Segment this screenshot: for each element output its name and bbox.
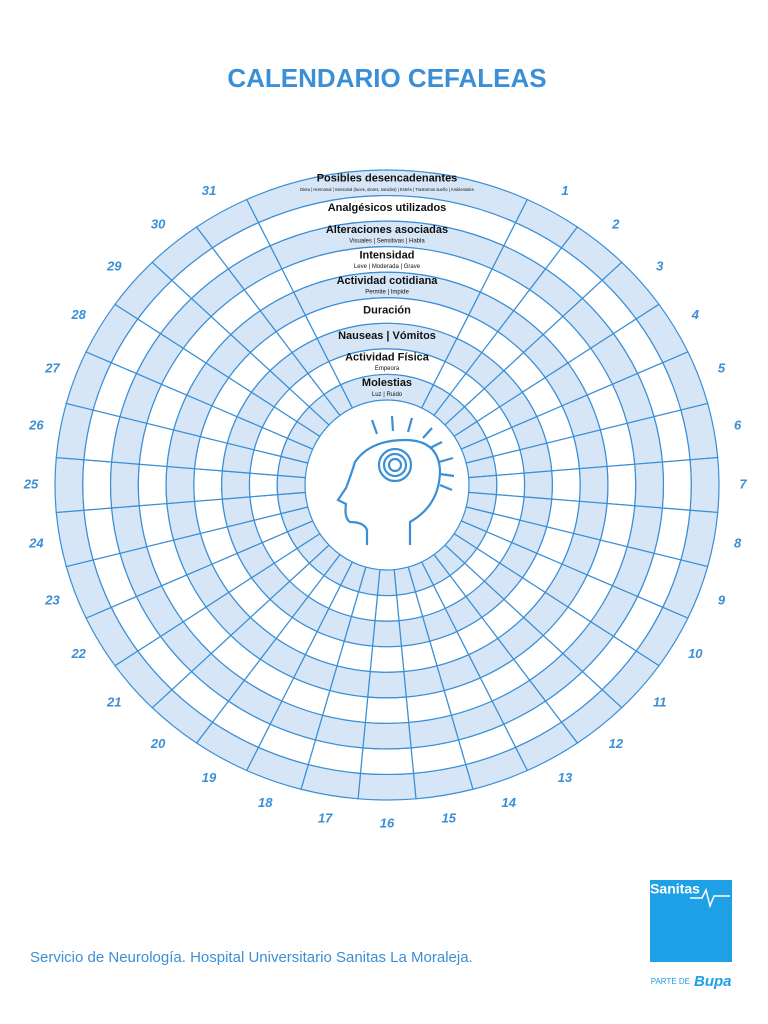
day-number: 30 — [151, 217, 166, 232]
wheel: Posibles desencadenantes Dieta | Hormonal… — [23, 169, 747, 830]
day-cell — [606, 463, 637, 507]
ring-label: Nauseas | Vómitos — [338, 330, 436, 342]
day-number: 25 — [23, 476, 39, 491]
day-cell — [248, 472, 279, 498]
logo-parent: Bupa — [694, 973, 732, 990]
ring-label: Intensidad — [359, 249, 414, 261]
day-cell — [137, 463, 168, 507]
day-cell — [109, 461, 140, 509]
ring-sublabel: Dieta | Hormonal | Sensorial (luces, olo… — [300, 187, 474, 192]
day-number: 7 — [739, 476, 747, 491]
day-number: 16 — [380, 815, 395, 830]
day-cell — [689, 456, 720, 514]
ring-sublabel: Empeora — [375, 366, 400, 372]
day-number: 3 — [656, 259, 664, 274]
day-cell — [364, 696, 410, 724]
day-cell — [359, 747, 415, 776]
ring-label: Molestias — [362, 377, 412, 389]
day-number: 17 — [318, 810, 333, 825]
day-number: 29 — [106, 259, 122, 274]
ring-label: Duración — [363, 304, 411, 316]
head-icon — [336, 415, 455, 545]
day-number: 9 — [718, 592, 726, 607]
day-number: 13 — [558, 770, 573, 785]
day-number: 23 — [44, 592, 60, 607]
day-cell — [323, 384, 354, 417]
footer: Servicio de Neurología. Hospital Univers… — [30, 949, 473, 966]
day-cell — [551, 468, 581, 502]
logo-brand: Sanitas — [650, 881, 700, 897]
day-cell — [634, 461, 665, 509]
ring-label: Actividad Física — [345, 352, 430, 364]
day-cell — [362, 721, 412, 750]
ring-sublabel: Visuales | Sensitivas | Habla — [349, 238, 425, 244]
day-number: 24 — [28, 535, 44, 550]
ring-label: Actividad cotidiana — [337, 275, 439, 287]
day-number: 8 — [734, 535, 742, 550]
day-cell — [82, 459, 113, 511]
day-number: 22 — [70, 646, 86, 661]
day-cell — [367, 670, 407, 699]
day-number: 21 — [106, 694, 121, 709]
logo-box — [650, 880, 732, 962]
day-number: 20 — [150, 736, 166, 751]
day-cell — [374, 594, 400, 622]
ring-sublabel: Leve | Moderada | Grave — [354, 264, 421, 270]
logo-tagline: PARTE DE — [651, 977, 690, 986]
day-cell — [165, 465, 196, 505]
day-number: 5 — [718, 360, 726, 375]
day-cell — [193, 468, 223, 502]
logo-pulse — [690, 887, 730, 909]
day-number: 27 — [44, 360, 60, 375]
day-cell — [661, 459, 692, 511]
day-number: 15 — [442, 810, 457, 825]
ring-sublabel: Permite | Impide — [365, 290, 409, 296]
day-cell — [523, 470, 553, 500]
ring-label: Posibles desencadenantes — [317, 173, 458, 185]
day-number: 12 — [609, 736, 624, 751]
day-number: 2 — [611, 217, 620, 232]
day-cell — [221, 470, 251, 500]
day-cell — [578, 465, 609, 505]
day-cell — [495, 472, 526, 498]
day-cell — [357, 772, 417, 801]
day-number: 4 — [691, 307, 700, 322]
day-number: 11 — [653, 694, 667, 709]
day-number: 1 — [561, 183, 568, 198]
title: CALENDARIO CEFALEAS — [227, 63, 546, 93]
day-cell — [468, 474, 498, 496]
day-cell — [54, 456, 85, 514]
day-cell — [276, 474, 306, 496]
day-number: 19 — [202, 770, 217, 785]
ring-label: Alteraciones asociadas — [326, 224, 448, 236]
ring-sublabel: Luz | Ruido — [372, 392, 403, 398]
day-number: 14 — [502, 795, 517, 810]
ring-label: Analgésicos utilizados — [328, 202, 447, 214]
day-number: 6 — [734, 418, 742, 433]
day-number: 31 — [202, 183, 216, 198]
day-cell — [369, 645, 405, 673]
day-number: 18 — [258, 795, 273, 810]
day-number: 26 — [28, 418, 44, 433]
day-cell — [371, 619, 403, 648]
day-cell — [376, 569, 398, 597]
day-number: 10 — [688, 646, 703, 661]
day-number: 28 — [70, 307, 86, 322]
